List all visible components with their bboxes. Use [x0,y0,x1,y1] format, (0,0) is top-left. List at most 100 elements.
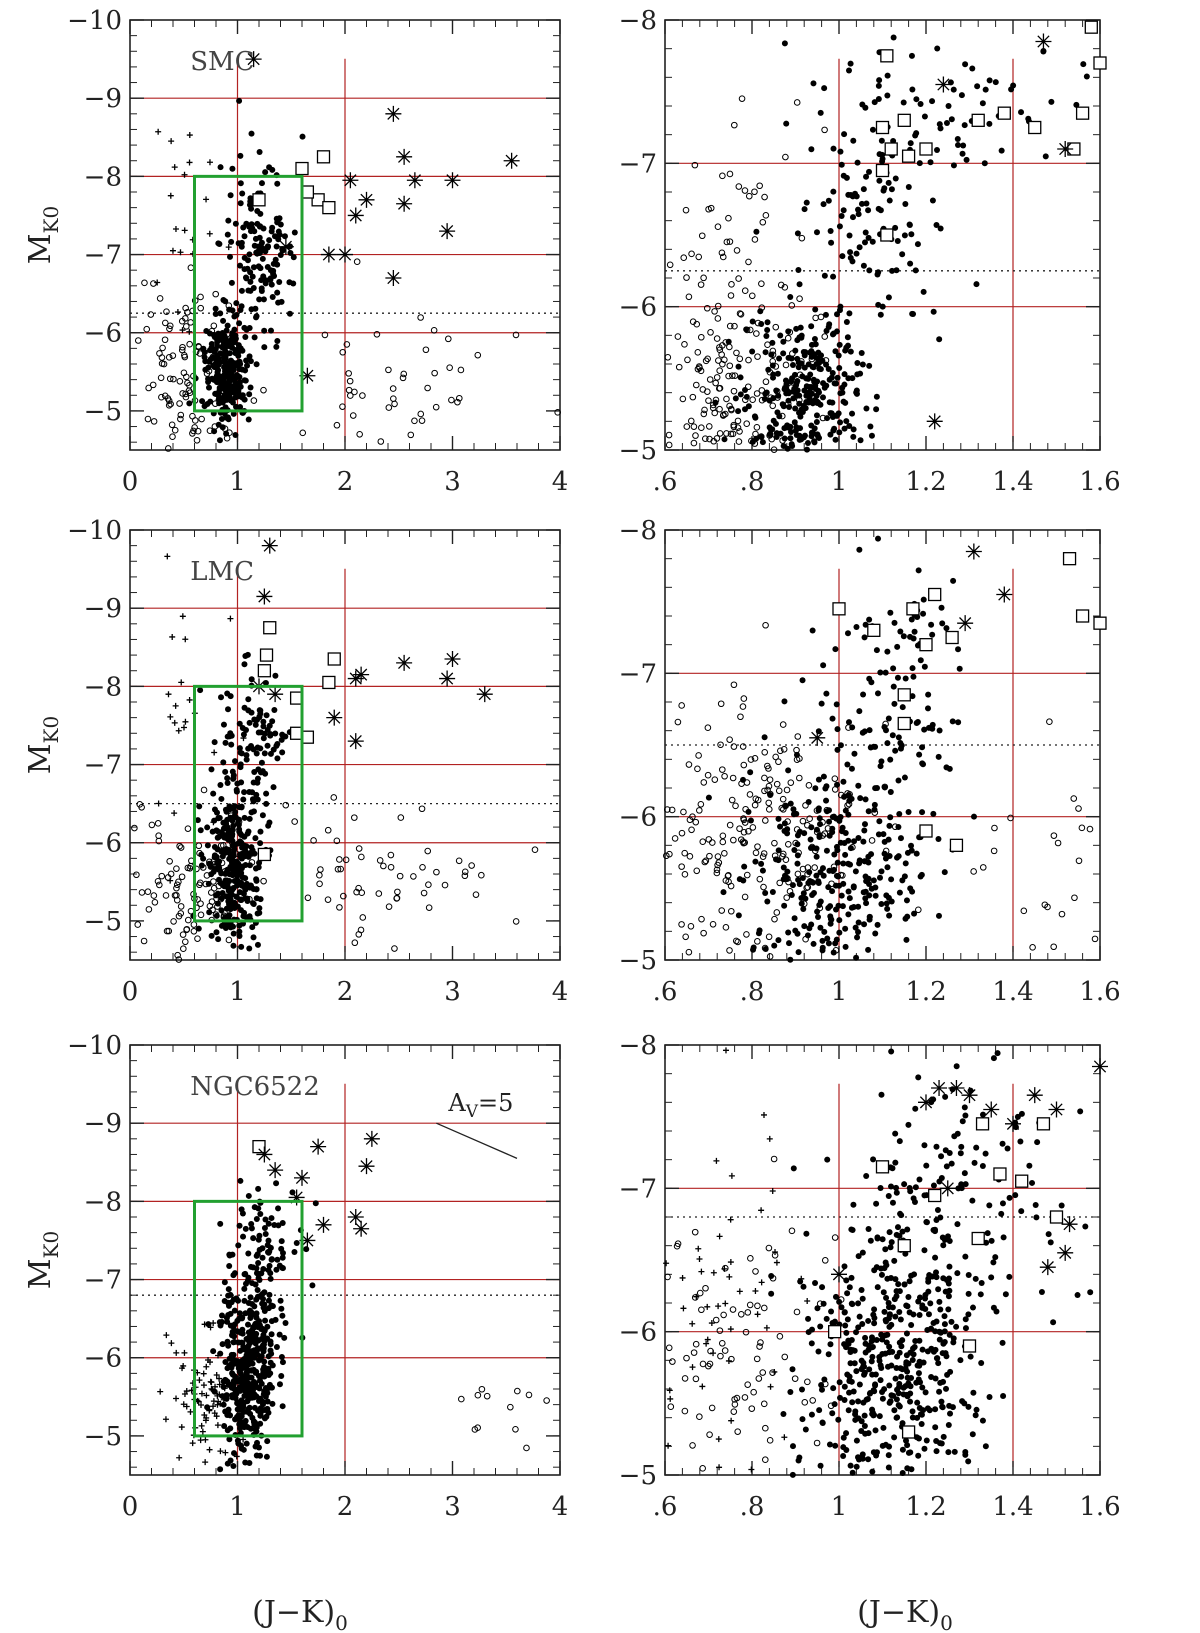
filled-point [853,623,860,630]
filled-point [896,889,903,896]
filled-point [838,892,845,899]
y-tick-label: −8 [619,6,657,36]
filled-point [866,727,873,734]
filled-point [261,1415,268,1422]
open-point [839,872,846,879]
plus-point [203,1363,210,1370]
open-point [723,238,731,246]
open-point [758,387,766,394]
open-point [702,357,710,365]
open-point [794,733,802,740]
filled-point [887,814,894,821]
filled-point [838,1304,845,1311]
filled-point [921,1247,928,1254]
filled-point [246,719,253,726]
open-point [732,802,739,810]
filled-point [236,1310,243,1317]
filled-point [1025,115,1032,122]
plus-point [721,1265,728,1272]
filled-point [986,1394,993,1401]
filled-point [829,1319,836,1326]
plus-point [772,1249,779,1256]
open-point [762,212,770,219]
filled-point [793,424,800,431]
open-point [525,1391,533,1399]
filled-point [196,803,203,810]
open-point [783,894,791,901]
filled-point [204,401,211,408]
filled-point [815,387,822,394]
filled-point [915,1370,922,1377]
filled-point [961,1104,968,1111]
open-point [678,921,685,928]
filled-point [992,79,999,86]
filled-point [937,1306,944,1313]
open-point [730,387,738,395]
filled-point [237,1177,244,1184]
plus-point [186,132,193,139]
filled-point [965,1458,972,1465]
filled-point [946,1150,953,1157]
filled-point [840,778,847,785]
filled-point [982,86,989,93]
open-point [726,322,734,330]
filled-point [293,1239,300,1246]
filled-point [243,752,250,759]
filled-point [846,310,853,317]
filled-point [246,1307,253,1314]
filled-point [220,825,227,832]
open-point [689,1442,696,1449]
filled-point [909,665,916,672]
filled-point [907,260,914,267]
filled-point [238,287,245,294]
filled-point [878,1271,885,1278]
filled-point [895,1281,902,1288]
open-point [773,780,781,788]
open-point [804,1378,811,1386]
filled-point [990,1259,997,1266]
star-point [476,686,493,703]
filled-point [935,912,942,919]
open-point [813,1439,821,1447]
filled-point [958,1143,965,1150]
filled-point [799,1386,806,1393]
open-point [789,350,796,357]
open-point [683,274,690,281]
filled-point [854,159,861,166]
star-point [1092,1058,1108,1075]
filled-point [204,842,211,849]
filled-point [1074,1292,1081,1299]
plus-point [186,696,193,703]
filled-point [845,67,852,74]
open-point [679,395,687,403]
open-point [223,848,231,855]
star-point [948,1080,965,1096]
filled-point [837,303,844,310]
filled-point [232,432,239,439]
star-point [347,1209,364,1225]
filled-point [891,619,898,626]
filled-point [903,897,910,904]
filled-point [264,263,271,270]
filled-point [803,383,810,390]
square-point [259,648,274,662]
filled-point [853,1368,860,1375]
filled-point [861,239,868,246]
filled-point [277,1297,284,1304]
filled-point [214,828,221,835]
filled-point [238,864,245,871]
filled-point [811,439,818,446]
filled-point [230,1339,237,1346]
filled-point [1032,1201,1039,1208]
plus-point [760,1111,767,1118]
plus-point [196,1377,203,1384]
filled-point [965,1403,972,1410]
filled-point [897,628,904,635]
filled-point [845,375,852,382]
filled-point [851,1360,858,1367]
filled-point [936,1388,943,1395]
plus-point [722,1300,729,1307]
plus-point [165,691,172,698]
filled-point [897,1316,904,1323]
filled-point [948,1160,955,1167]
